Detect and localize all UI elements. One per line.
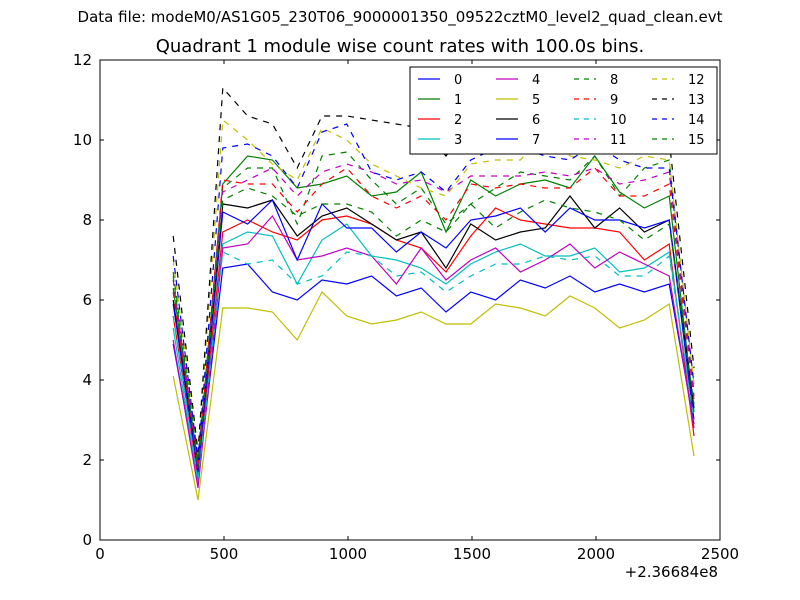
series-line-4 — [172, 214, 695, 489]
series-line-2 — [172, 207, 695, 477]
series-line-14 — [172, 123, 695, 461]
legend-label-0: 0 — [454, 73, 462, 88]
x-tick-label: 2500 — [701, 545, 739, 563]
legend-label-12: 12 — [688, 73, 705, 88]
legend-label-7: 7 — [532, 133, 540, 148]
series-line-8 — [172, 151, 695, 461]
series-line-12 — [172, 118, 695, 453]
chart-title: Quadrant 1 module wise count rates with … — [155, 36, 645, 57]
legend-label-11: 11 — [610, 133, 627, 148]
figure-suptitle: Data file: modeM0/AS1G05_230T06_90000013… — [77, 8, 723, 26]
series-line-11 — [172, 163, 695, 465]
x-tick-label: 1500 — [453, 545, 491, 563]
series-line-5 — [172, 291, 695, 501]
series-line-1 — [172, 154, 695, 465]
y-tick-label: 2 — [82, 451, 92, 469]
legend-label-1: 1 — [454, 93, 462, 108]
series-line-0 — [172, 263, 695, 481]
legend-label-5: 5 — [532, 93, 540, 108]
legend-label-6: 6 — [532, 113, 540, 128]
legend-label-13: 13 — [688, 93, 705, 108]
legend-label-3: 3 — [454, 133, 462, 148]
legend-label-10: 10 — [610, 113, 627, 128]
y-tick-label: 4 — [82, 371, 92, 389]
y-tick-label: 12 — [73, 51, 92, 69]
legend-label-4: 4 — [532, 73, 540, 88]
legend-label-14: 14 — [688, 113, 705, 128]
x-tick-label: 1000 — [329, 545, 367, 563]
y-tick-label: 8 — [82, 211, 92, 229]
y-tick-label: 10 — [73, 131, 92, 149]
series-line-10 — [172, 251, 695, 481]
series-line-15 — [172, 187, 695, 469]
x-axis-offset-label: +2.36684e8 — [625, 563, 718, 581]
series-lines — [172, 86, 695, 501]
series-line-9 — [172, 167, 695, 469]
y-tick-label: 0 — [82, 531, 92, 549]
legend-label-2: 2 — [454, 113, 462, 128]
series-line-6 — [172, 195, 695, 469]
series-line-3 — [172, 223, 695, 485]
y-tick-label: 6 — [82, 291, 92, 309]
legend-label-9: 9 — [610, 93, 618, 108]
x-tick-label: 0 — [95, 545, 105, 563]
legend-label-15: 15 — [688, 133, 705, 148]
x-tick-label: 2000 — [577, 545, 615, 563]
legend-label-8: 8 — [610, 73, 618, 88]
x-tick-label: 500 — [210, 545, 239, 563]
series-line-7 — [172, 198, 695, 473]
